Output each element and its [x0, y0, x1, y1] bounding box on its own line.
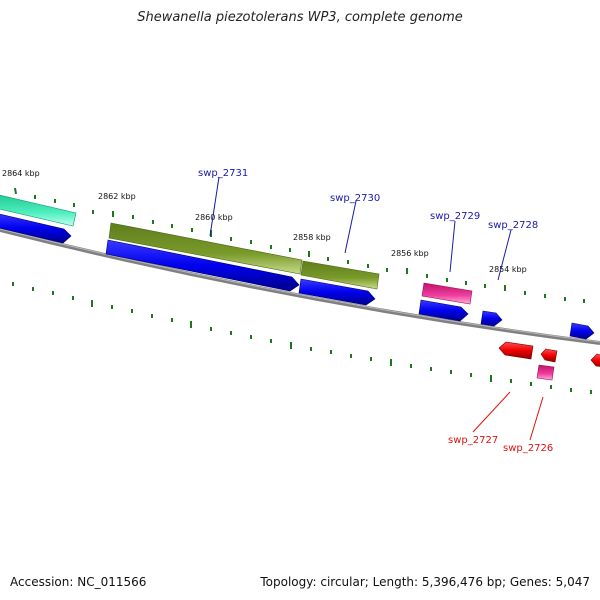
- genome-summary: Topology: circular; Length: 5,396,476 bp…: [260, 575, 590, 589]
- gene-label-swp-2729[interactable]: swp_2729: [430, 211, 480, 222]
- map-title: Shewanella piezotolerans WP3, complete g…: [137, 10, 463, 25]
- cds-forward-6[interactable]: [569, 322, 595, 340]
- cds-forward-3[interactable]: [298, 278, 376, 306]
- gene-teal[interactable]: [0, 194, 77, 227]
- gene-label-swp-2731[interactable]: swp_2731: [198, 168, 248, 179]
- kbp-label-2858: 2858 kbp: [293, 233, 331, 242]
- gene-label-swp-2730[interactable]: swp_2730: [330, 193, 380, 204]
- leader-swp-2727: [472, 391, 511, 433]
- gene-label-swp-2727[interactable]: swp_2727: [448, 435, 498, 446]
- kbp-label-2860: 2860 kbp: [195, 213, 233, 222]
- cds-reverse-small[interactable]: [540, 348, 558, 363]
- gene-swp-2726-bar[interactable]: [536, 364, 555, 381]
- gene-swp-2731-bar[interactable]: [108, 222, 303, 275]
- leader-swp-2728: [497, 229, 512, 281]
- leader-swp-2731: [209, 176, 220, 237]
- leader-swp-2729: [449, 220, 456, 273]
- cds-forward-5[interactable]: [480, 310, 503, 327]
- leader-swp-2730: [344, 200, 357, 254]
- kbp-label-2856: 2856 kbp: [391, 249, 429, 258]
- kbp-label-2854: 2854 kbp: [489, 265, 527, 274]
- gene-label-swp-2728[interactable]: swp_2728: [488, 220, 538, 231]
- genome-backbone: [0, 228, 600, 345]
- leader-swp-2726: [529, 396, 544, 441]
- cds-reverse-edge[interactable]: [590, 353, 600, 367]
- cds-forward-2[interactable]: [105, 239, 300, 292]
- genome-backbone-highlight: [0, 228, 600, 343]
- gene-swp-2730-bar[interactable]: [300, 260, 380, 290]
- kbp-label-2864: 2864 kbp: [2, 169, 40, 178]
- cds-forward-1[interactable]: [0, 213, 72, 244]
- gene-swp-2729-bar[interactable]: [421, 282, 473, 305]
- cds-reverse-swp-2727[interactable]: [498, 341, 534, 360]
- cds-forward-4[interactable]: [418, 299, 469, 322]
- lower-tick-ruler: [12, 282, 592, 394]
- accession-label: Accession: NC_011566: [10, 575, 147, 589]
- gene-label-swp-2726[interactable]: swp_2726: [503, 443, 553, 454]
- kbp-label-2862: 2862 kbp: [98, 192, 136, 201]
- upper-tick-ruler: [14, 187, 585, 303]
